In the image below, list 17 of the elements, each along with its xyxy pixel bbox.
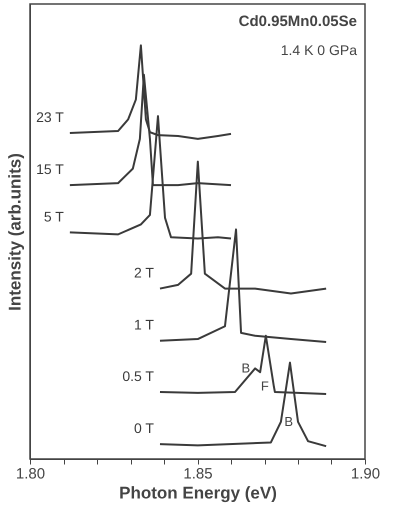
series-label: 1 T — [134, 316, 154, 333]
series-label: 2 T — [134, 264, 154, 281]
y-axis-title: Intensity (arb.units) — [6, 153, 24, 311]
annotation: B — [284, 414, 293, 429]
annotation: F — [260, 378, 269, 394]
series-label: 0 T — [134, 420, 154, 436]
x-axis-title: Photon Energy (eV) — [119, 484, 277, 502]
text: Cd0.95Mn0.05Se — [238, 13, 357, 30]
annotation: B — [241, 360, 250, 376]
series-label: 23 T — [36, 109, 64, 126]
x-tick-label: 1.80 — [16, 466, 46, 482]
series-label: 15 T — [36, 161, 64, 178]
annotation: 1.4 K 0 GPa — [280, 42, 358, 58]
series-label: 5 T — [44, 208, 64, 224]
series-label: 0.5 T — [122, 368, 154, 384]
x-tick-label: 1.90 — [350, 466, 380, 482]
x-tick-label: 1.85 — [183, 466, 213, 482]
